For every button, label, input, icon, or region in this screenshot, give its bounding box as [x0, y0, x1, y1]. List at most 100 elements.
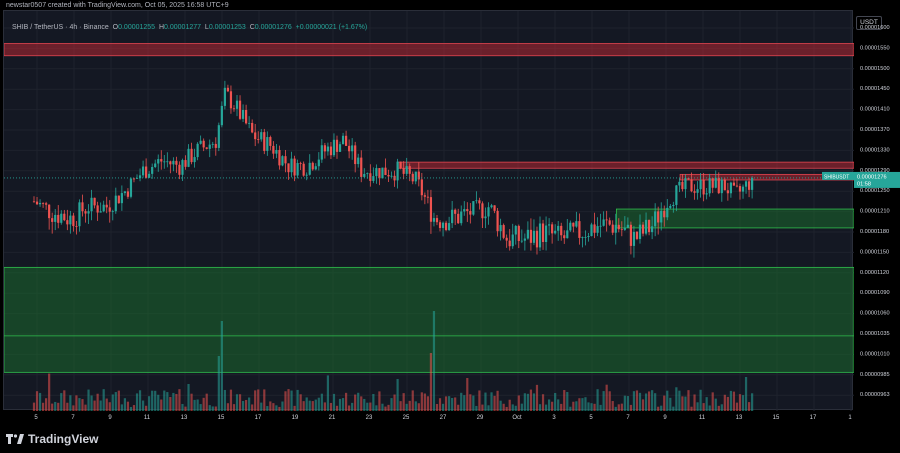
- candle-body: [578, 221, 581, 238]
- volume-bar: [51, 403, 54, 411]
- chart-canvas[interactable]: [4, 11, 854, 411]
- candle-body: [148, 173, 151, 178]
- volume-bar: [617, 404, 620, 411]
- volume-bar: [441, 403, 445, 411]
- volume-bar: [99, 400, 102, 411]
- volume-bar: [384, 406, 387, 411]
- candle-body: [175, 160, 178, 165]
- volume-bar: [444, 396, 448, 411]
- candle-body: [63, 213, 66, 221]
- candle-body: [732, 182, 736, 186]
- volume-bar: [457, 404, 460, 411]
- candle-body: [299, 163, 302, 164]
- candle-body: [632, 231, 636, 246]
- volume-bar: [223, 389, 226, 411]
- candle-body: [678, 181, 681, 186]
- volume-bar: [341, 398, 345, 411]
- candle-body: [608, 220, 611, 225]
- candle-body: [481, 203, 484, 219]
- volume-bar: [32, 402, 36, 411]
- candle-body: [78, 202, 81, 227]
- candle-body: [705, 193, 708, 195]
- volume-bar: [729, 390, 732, 411]
- candle-body: [132, 178, 136, 180]
- volume-bar: [708, 405, 711, 411]
- volume-bar: [245, 399, 248, 411]
- candle-body: [51, 218, 54, 222]
- volume-bar: [96, 393, 99, 411]
- candle-body: [451, 209, 454, 224]
- candle-body: [669, 206, 672, 208]
- x-tick-label: 23: [366, 415, 373, 421]
- y-tick-label: 0.00001330: [860, 147, 890, 153]
- candle-body: [32, 201, 36, 203]
- volume-bar: [308, 400, 311, 411]
- volume-bar: [190, 393, 193, 411]
- volume-bar: [451, 397, 454, 411]
- candle-body: [529, 229, 533, 243]
- axis-unit-button[interactable]: USDT: [856, 16, 882, 30]
- candle-body: [663, 210, 666, 218]
- candle-body: [666, 207, 669, 218]
- volume-bar: [472, 395, 475, 411]
- candle-body: [263, 132, 266, 151]
- volume-bar: [635, 390, 639, 411]
- tradingview-logo-icon: [6, 434, 24, 444]
- candle-body: [208, 144, 211, 149]
- candle-body: [384, 167, 387, 175]
- x-tick-label: 9: [663, 415, 667, 421]
- candle-body: [523, 238, 526, 241]
- candle-body: [154, 163, 157, 168]
- volume-bar: [502, 403, 505, 411]
- volume-bar: [378, 391, 381, 411]
- candle-body: [269, 137, 272, 146]
- candle-body: [305, 174, 308, 176]
- x-tick-label: 27: [440, 415, 447, 421]
- x-tick-label: 5: [34, 415, 38, 421]
- x-tick-label: 29: [477, 415, 484, 421]
- volume-bar: [669, 397, 672, 411]
- volume-bar: [429, 353, 433, 411]
- candle-body: [35, 201, 39, 205]
- plot-area[interactable]: SHIB / TetherUS · 4h · Binance O0.000012…: [3, 10, 854, 411]
- volume-bar: [711, 392, 714, 411]
- candle-body: [475, 200, 478, 202]
- volume-bar: [496, 390, 499, 411]
- volume-bar: [511, 404, 514, 411]
- volume-bar: [366, 402, 369, 411]
- candle-body: [738, 186, 742, 192]
- candle-body: [514, 225, 517, 235]
- y-tick-label: 0.00001150: [860, 249, 889, 255]
- candle-body: [372, 176, 375, 181]
- candle-body: [696, 189, 699, 193]
- candle-body: [414, 171, 417, 182]
- volume-bar: [275, 405, 278, 411]
- volume-bar: [151, 390, 154, 411]
- volume-bar: [641, 399, 645, 411]
- volume-bar: [514, 405, 517, 411]
- volume-bar: [205, 393, 208, 411]
- volume-bar: [126, 401, 130, 411]
- x-tick-label: 11: [144, 415, 151, 421]
- y-tick-label: 0.00001550: [860, 45, 890, 51]
- volume-bar: [493, 395, 496, 411]
- volume-bar: [644, 393, 648, 411]
- candle-body: [114, 195, 117, 212]
- volume-bar: [354, 394, 357, 411]
- candle-body: [348, 145, 351, 152]
- candle-body: [535, 230, 539, 248]
- candle-body: [590, 224, 593, 237]
- volume-bar: [93, 400, 96, 411]
- volume-bar: [163, 390, 166, 411]
- volume-bar: [105, 398, 108, 411]
- candle-body: [744, 181, 748, 187]
- candle-body: [444, 222, 448, 231]
- volume-bar: [296, 389, 299, 411]
- volume-bar: [599, 404, 602, 411]
- volume-bar: [381, 403, 384, 411]
- volume-bar: [332, 393, 336, 411]
- candle-body: [587, 236, 590, 238]
- y-tick-label: 0.00001035: [860, 331, 890, 337]
- candle-body: [357, 157, 360, 165]
